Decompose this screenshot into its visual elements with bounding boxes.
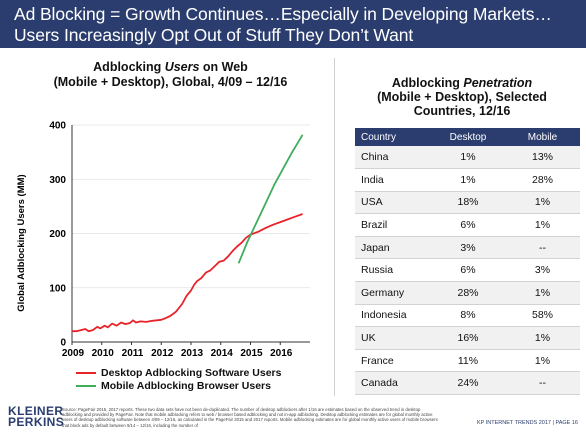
table-row: Indonesia 8% 58% — [355, 304, 580, 328]
cell-mobile: -- — [505, 236, 580, 260]
y-tick-label: 100 — [49, 283, 66, 294]
column-header-desktop: Desktop — [431, 128, 505, 146]
page-footer: KP INTERNET TRENDS 2017 | PAGE 16 — [477, 420, 578, 426]
cell-desktop: 8% — [431, 304, 505, 328]
x-tick-label: 2010 — [92, 348, 115, 359]
table-title-line3: Countries, 12/16 — [413, 104, 511, 118]
cell-country: Brazil — [355, 213, 431, 237]
cell-mobile: 1% — [505, 213, 580, 237]
legend-item-desktop: Desktop Adblocking Software Users — [76, 366, 281, 379]
chart-title-post: on Web — [199, 60, 248, 74]
kleiner-perkins-logo: KLEINER PERKINS — [8, 404, 65, 429]
table-title-italic: Penetration — [463, 76, 533, 90]
x-tick-label: 2016 — [270, 348, 293, 359]
x-tick-label: 2014 — [211, 348, 234, 359]
cell-mobile: 1% — [505, 326, 580, 350]
y-tick-label: 400 — [49, 121, 66, 132]
y-tick-label: 200 — [49, 229, 66, 240]
cell-desktop: 6% — [431, 213, 505, 237]
x-tick-label: 2009 — [62, 348, 85, 359]
cell-country: India — [355, 168, 431, 192]
slide-title-line1: Ad Blocking = Growth Continues…Especiall… — [14, 4, 552, 24]
legend-item-mobile: Mobile Adblocking Browser Users — [76, 379, 281, 392]
table-row: Germany 28% 1% — [355, 281, 580, 305]
cell-desktop: 1% — [431, 168, 505, 192]
penetration-table: Country Desktop Mobile China 1% 13% India 1%… — [355, 128, 580, 396]
y-tick-label: 300 — [49, 175, 66, 186]
cell-desktop: 1% — [431, 146, 505, 170]
y-axis-label: Global Adblocking Users (MM) — [16, 174, 27, 311]
cell-country: USA — [355, 191, 431, 215]
panel-divider — [334, 58, 335, 396]
table-title-line2: (Mobile + Desktop), Selected — [377, 90, 547, 104]
cell-country: Japan — [355, 236, 431, 260]
series-line-mobile — [237, 134, 304, 264]
logo-line1: KLEINER — [8, 404, 64, 418]
table-header-row: Country Desktop Mobile — [355, 128, 580, 146]
cell-country: Canada — [355, 371, 431, 396]
cell-desktop: 16% — [431, 326, 505, 350]
table-row: China 1% 13% — [355, 146, 580, 170]
cell-mobile: 1% — [505, 191, 580, 215]
table-row: France 11% 1% — [355, 349, 580, 373]
chart-title: Adblocking Users on Web (Mobile + Deskto… — [18, 60, 323, 90]
logo-line2: PERKINS — [8, 415, 65, 429]
source-note: Source: PageFair 2015, 2017 reports. The… — [62, 407, 438, 428]
column-header-mobile: Mobile — [505, 128, 580, 146]
cell-desktop: 24% — [431, 371, 505, 396]
cell-country: UK — [355, 326, 431, 350]
table-row: Russia 6% 3% — [355, 258, 580, 283]
legend-label-mobile: Mobile Adblocking Browser Users — [101, 379, 271, 392]
cell-mobile: 58% — [505, 304, 580, 328]
cell-desktop: 18% — [431, 191, 505, 215]
cell-desktop: 28% — [431, 281, 505, 305]
legend-swatch-mobile — [76, 384, 96, 387]
table-row: Japan 3% -- — [355, 236, 580, 260]
x-tick-label: 2011 — [122, 348, 144, 359]
table-title-pre: Adblocking — [391, 76, 464, 90]
cell-mobile: 3% — [505, 258, 580, 283]
cell-desktop: 6% — [431, 258, 505, 283]
table-row: Brazil 6% 1% — [355, 213, 580, 237]
series-line-desktop — [72, 213, 303, 333]
cell-country: Indonesia — [355, 304, 431, 328]
x-tick-label: 2013 — [181, 348, 204, 359]
table-row: Canada 24% -- — [355, 371, 580, 396]
cell-desktop: 11% — [431, 349, 505, 373]
cell-country: Germany — [355, 281, 431, 305]
cell-mobile: -- — [505, 371, 580, 396]
cell-desktop: 3% — [431, 236, 505, 260]
column-header-country: Country — [355, 128, 431, 146]
x-tick-label: 2015 — [240, 348, 263, 359]
chart-legend: Desktop Adblocking Software Users Mobile… — [76, 366, 281, 392]
x-tick-label: 2012 — [151, 348, 174, 359]
header-bar: Ad Blocking = Growth Continues…Especiall… — [0, 0, 586, 48]
chart-title-italic: Users — [164, 60, 200, 74]
slide-title-line2: Users Increasingly Opt Out of Stuff They… — [14, 25, 414, 45]
cell-country: France — [355, 349, 431, 373]
table-row: UK 16% 1% — [355, 326, 580, 350]
cell-country: Russia — [355, 258, 431, 283]
cell-mobile: 1% — [505, 281, 580, 305]
cell-country: China — [355, 146, 431, 170]
adblocking-users-chart: 0 100 200 300 400 2009 2010 2011 2012 2013 2014 20… — [16, 121, 310, 359]
legend-label-desktop: Desktop Adblocking Software Users — [101, 366, 282, 379]
cell-mobile: 1% — [505, 349, 580, 373]
table-title: Adblocking Penetration (Mobile + Desktop… — [345, 76, 579, 118]
table-row: India 1% 28% — [355, 168, 580, 192]
y-tick-label: 0 — [60, 338, 66, 349]
legend-swatch-desktop — [76, 371, 96, 374]
chart-title-pre: Adblocking — [93, 60, 165, 74]
cell-mobile: 28% — [505, 168, 580, 192]
cell-mobile: 13% — [505, 146, 580, 170]
chart-title-line2: (Mobile + Desktop), Global, 4/09 – 12/16 — [53, 75, 288, 89]
table-row: USA 18% 1% — [355, 191, 580, 215]
